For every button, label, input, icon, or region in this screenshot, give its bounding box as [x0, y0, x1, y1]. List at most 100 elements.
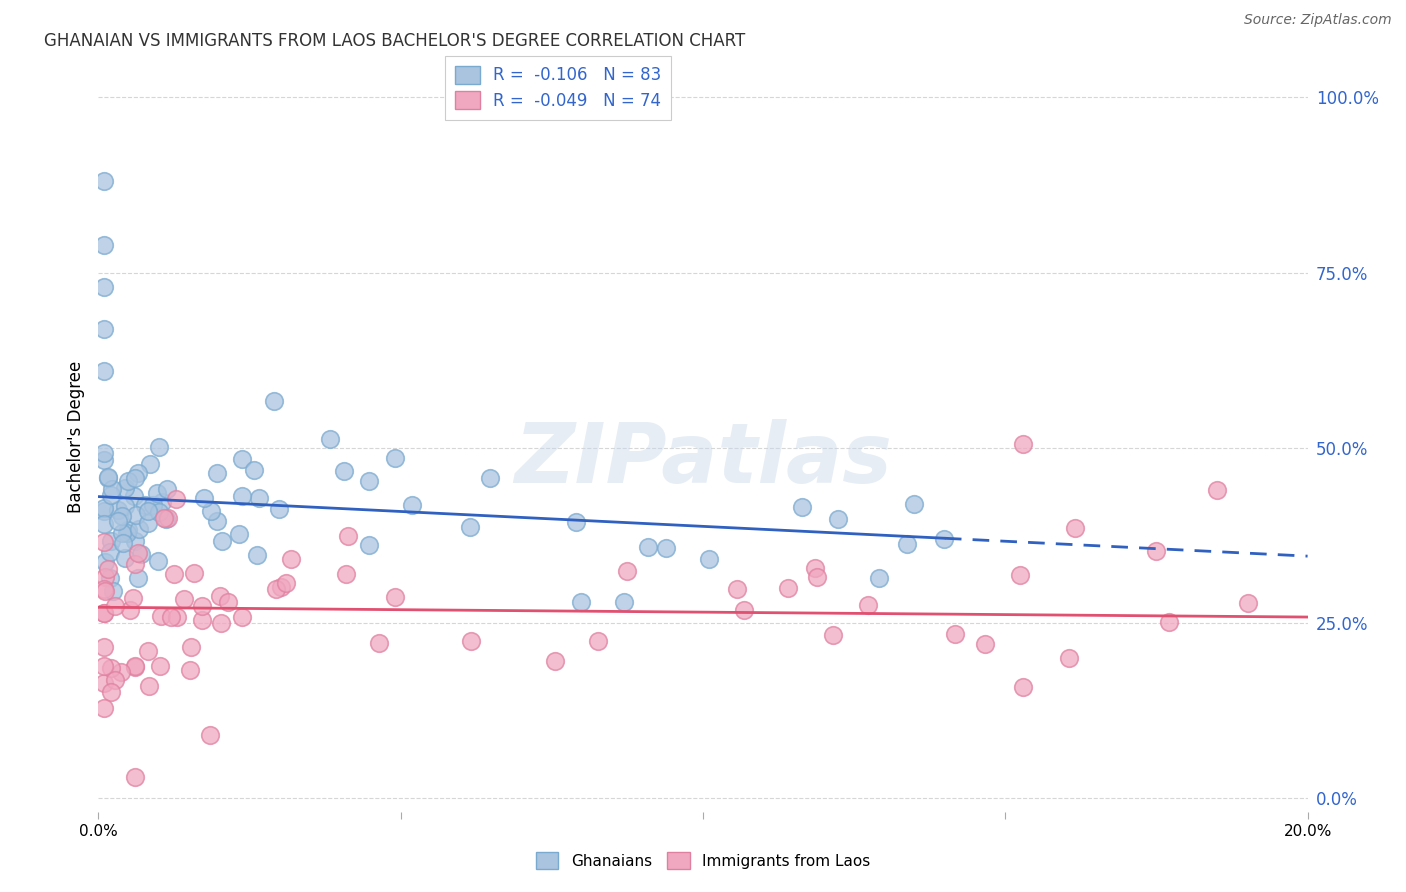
Point: [124, 533, 146, 548]
Point: [98, 571, 121, 585]
Point: [191, 599, 214, 614]
Point: [231, 489, 253, 503]
Point: [359, 538, 381, 552]
Point: [1206, 483, 1229, 497]
Point: [93, 534, 115, 549]
Point: [122, 490, 145, 504]
Point: [1010, 568, 1032, 582]
Point: [209, 589, 232, 603]
Point: [111, 526, 134, 541]
Point: [207, 466, 229, 480]
Point: [114, 499, 136, 513]
Point: [122, 591, 145, 606]
Point: [778, 581, 800, 595]
Point: [93, 659, 115, 673]
Point: [93, 504, 115, 518]
Point: [98, 545, 121, 559]
Point: [93, 363, 115, 377]
Point: [138, 679, 160, 693]
Point: [107, 514, 129, 528]
Point: [1144, 544, 1167, 558]
Point: [228, 526, 250, 541]
Point: [264, 582, 287, 596]
Point: [114, 550, 136, 565]
Point: [368, 635, 391, 649]
Point: [180, 640, 202, 655]
Point: [93, 606, 115, 620]
Point: [93, 584, 115, 599]
Point: [127, 571, 149, 585]
Point: [616, 564, 638, 578]
Point: [903, 497, 925, 511]
Y-axis label: Bachelor's Degree: Bachelor's Degree: [66, 361, 84, 513]
Point: [1012, 437, 1035, 451]
Point: [823, 628, 845, 642]
Point: [173, 591, 195, 606]
Point: [263, 394, 285, 409]
Point: [117, 526, 139, 541]
Point: [160, 610, 183, 624]
Point: [586, 634, 609, 648]
Point: [790, 500, 813, 514]
Point: [93, 606, 115, 620]
Point: [211, 533, 233, 548]
Point: [93, 676, 115, 690]
Point: [120, 602, 142, 616]
Point: [139, 457, 162, 471]
Point: [335, 566, 357, 581]
Point: [114, 482, 136, 496]
Point: [94, 570, 117, 584]
Point: [458, 519, 481, 533]
Point: [697, 552, 720, 566]
Point: [157, 511, 180, 525]
Point: [637, 540, 659, 554]
Point: [242, 462, 264, 476]
Point: [655, 541, 678, 556]
Point: [1157, 615, 1180, 629]
Point: [803, 561, 825, 575]
Point: [104, 673, 127, 688]
Point: [613, 594, 636, 608]
Point: [93, 445, 115, 459]
Point: [564, 515, 586, 529]
Text: Source: ZipAtlas.com: Source: ZipAtlas.com: [1244, 13, 1392, 28]
Point: [93, 321, 115, 335]
Point: [280, 552, 302, 566]
Point: [200, 504, 222, 518]
Point: [217, 595, 239, 609]
Point: [231, 610, 253, 624]
Point: [868, 571, 890, 585]
Point: [93, 237, 115, 252]
Point: [97, 471, 120, 485]
Point: [401, 498, 423, 512]
Point: [246, 548, 269, 562]
Point: [124, 557, 146, 571]
Point: [191, 613, 214, 627]
Point: [129, 547, 152, 561]
Point: [138, 516, 160, 530]
Point: [155, 512, 177, 526]
Point: [150, 495, 173, 509]
Point: [733, 603, 755, 617]
Point: [231, 451, 253, 466]
Point: [146, 554, 169, 568]
Point: [198, 728, 221, 742]
Point: [97, 562, 120, 576]
Point: [93, 452, 115, 467]
Point: [806, 569, 828, 583]
Point: [138, 504, 160, 518]
Point: [274, 575, 297, 590]
Point: [479, 471, 502, 485]
Point: [149, 659, 172, 673]
Point: [100, 661, 122, 675]
Point: [117, 523, 139, 537]
Point: [156, 482, 179, 496]
Point: [93, 500, 115, 515]
Point: [112, 536, 135, 550]
Point: [943, 627, 966, 641]
Point: [107, 502, 129, 516]
Point: [134, 498, 156, 512]
Point: [124, 659, 146, 673]
Point: [138, 644, 160, 658]
Point: [318, 433, 340, 447]
